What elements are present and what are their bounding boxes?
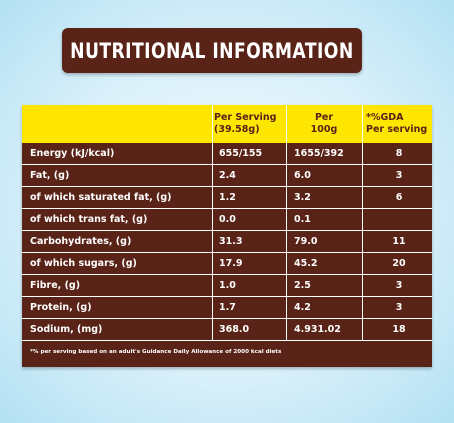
row-divider <box>22 252 432 253</box>
row-divider <box>22 274 432 275</box>
row-gda: 18 <box>392 324 406 335</box>
row-per-100g: 4.2 <box>294 302 311 313</box>
header-per-serving: Per Serving (39.58g) <box>214 105 284 143</box>
row-divider <box>22 230 432 231</box>
row-per-100g: 4.931.02 <box>294 324 341 335</box>
row-divider <box>22 186 432 187</box>
header-gda-line2: Per serving <box>366 124 428 135</box>
row-per-100g: 0.1 <box>294 214 311 225</box>
row-gda: 8 <box>395 148 403 159</box>
header-per-100g: Per 100g <box>288 105 360 143</box>
row-per-100g: 3.2 <box>294 192 311 203</box>
table-row: Carbohydrates, (g) 31.3 79.0 11 <box>22 231 432 253</box>
row-label: of which saturated fat, (g) <box>30 192 172 203</box>
row-label: of which trans fat, (g) <box>30 214 148 225</box>
header-per-100g-line2: 100g <box>310 124 338 135</box>
table-row: Fat, (g) 2.4 6.0 3 <box>22 165 432 187</box>
row-label: of which sugars, (g) <box>30 258 137 269</box>
column-divider <box>362 105 363 341</box>
row-per-serving: 368.0 <box>219 324 250 335</box>
table-row: of which saturated fat, (g) 1.2 3.2 6 <box>22 187 432 209</box>
header-per-serving-line1: Per Serving <box>214 112 277 123</box>
header-gda: *%GDA Per serving <box>366 105 430 143</box>
table-row: of which sugars, (g) 17.9 45.2 20 <box>22 253 432 275</box>
table-row: Protein, (g) 1.7 4.2 3 <box>22 297 432 319</box>
row-gda: 6 <box>395 192 403 203</box>
row-divider <box>22 164 432 165</box>
row-label: Fibre, (g) <box>30 280 81 291</box>
table-row: of which trans fat, (g) 0.0 0.1 <box>22 209 432 231</box>
row-per-100g: 79.0 <box>294 236 318 247</box>
column-divider <box>286 105 287 341</box>
row-per-serving: 1.0 <box>219 280 236 291</box>
row-per-serving: 1.2 <box>219 192 236 203</box>
row-per-serving: 2.4 <box>219 170 236 181</box>
row-per-serving: 31.3 <box>219 236 243 247</box>
row-gda: 20 <box>392 258 406 269</box>
table-row: Sodium, (mg) 368.0 4.931.02 18 <box>22 319 432 341</box>
row-label: Protein, (g) <box>30 302 92 313</box>
row-per-serving: 655/155 <box>219 148 263 159</box>
row-gda <box>366 209 432 231</box>
row-divider <box>22 340 432 341</box>
table-row: Energy (kJ/kcal) 655/155 1655/392 8 <box>22 143 432 165</box>
row-per-100g: 1655/392 <box>294 148 344 159</box>
row-divider <box>22 296 432 297</box>
row-gda: 11 <box>392 236 406 247</box>
row-per-100g: 2.5 <box>294 280 311 291</box>
row-label: Carbohydrates, (g) <box>30 236 132 247</box>
table-header: Per Serving (39.58g) Per 100g *%GDA Per … <box>22 105 432 143</box>
header-gda-line1: *%GDA <box>366 112 404 123</box>
footnote: *% per serving based on an adult's Guida… <box>30 349 282 355</box>
row-per-serving: 1.7 <box>219 302 236 313</box>
header-per-100g-line1: Per <box>314 112 334 123</box>
table-row: Fibre, (g) 1.0 2.5 3 <box>22 275 432 297</box>
row-per-100g: 6.0 <box>294 170 311 181</box>
row-divider <box>22 318 432 319</box>
row-divider <box>22 208 432 209</box>
nutrition-table: Per Serving (39.58g) Per 100g *%GDA Per … <box>22 105 432 367</box>
row-per-serving: 17.9 <box>219 258 243 269</box>
title-banner: NUTRITIONAL INFORMATION <box>62 28 362 73</box>
row-per-100g: 45.2 <box>294 258 318 269</box>
column-divider <box>212 105 213 341</box>
header-per-serving-line2: (39.58g) <box>214 124 260 135</box>
row-gda: 3 <box>395 170 403 181</box>
row-label: Sodium, (mg) <box>30 324 103 335</box>
page-title: NUTRITIONAL INFORMATION <box>70 38 354 63</box>
row-label: Fat, (g) <box>30 170 70 181</box>
row-per-serving: 0.0 <box>219 214 236 225</box>
row-label: Energy (kJ/kcal) <box>30 148 115 159</box>
row-gda: 3 <box>395 280 403 291</box>
row-gda: 3 <box>395 302 403 313</box>
